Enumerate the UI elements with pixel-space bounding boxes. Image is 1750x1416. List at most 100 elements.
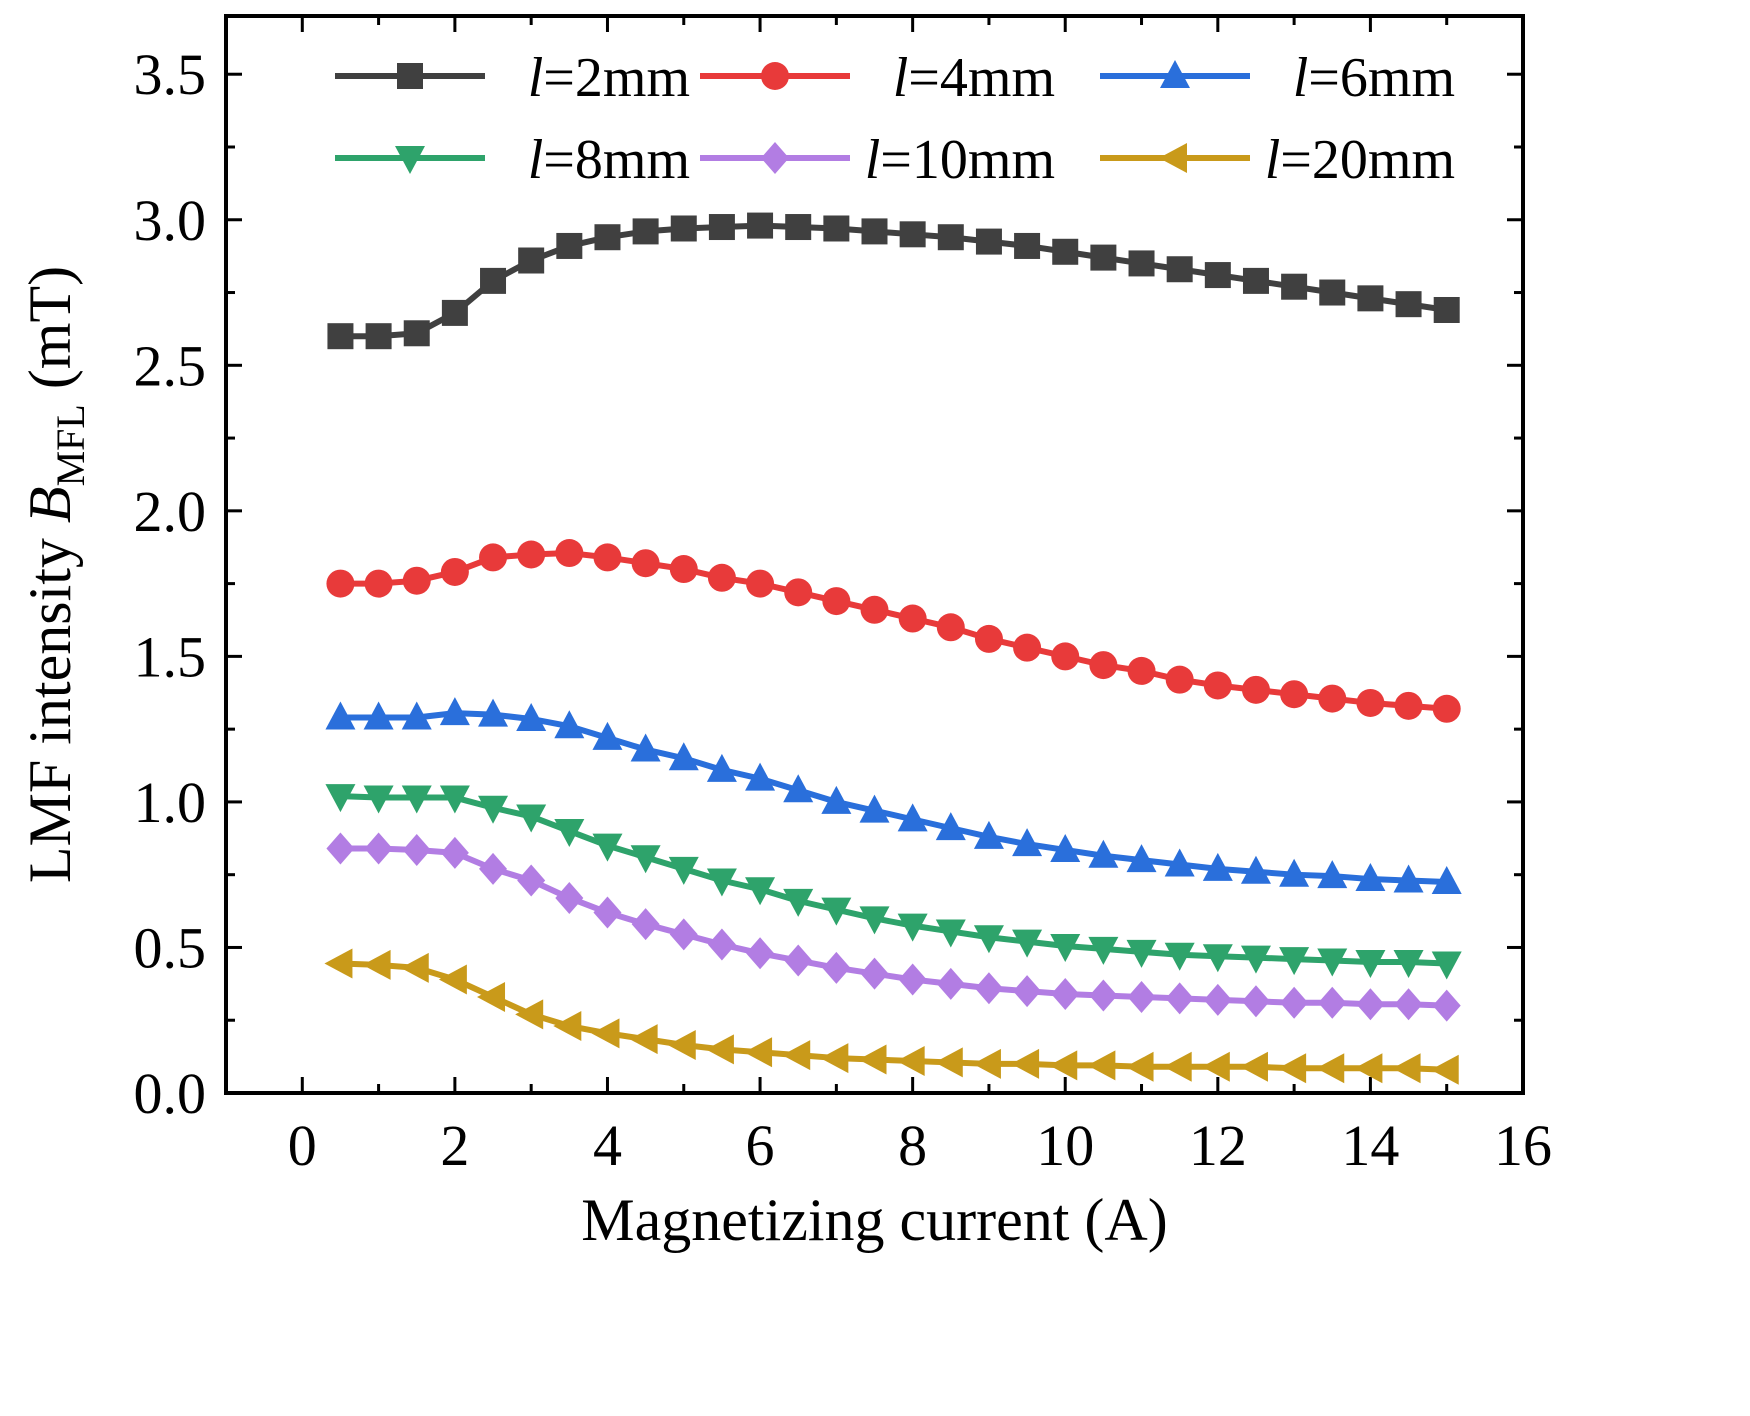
data-point: [1281, 273, 1308, 300]
data-point: [705, 1034, 734, 1065]
y-tick-label: 2.0: [134, 479, 207, 544]
data-point: [1239, 1051, 1268, 1082]
data-point: [1164, 848, 1195, 877]
data-point: [974, 972, 1003, 1005]
data-point: [1089, 651, 1118, 680]
data-point: [1241, 985, 1270, 1018]
data-point: [1165, 982, 1194, 1015]
data-point: [1202, 944, 1233, 973]
legend-marker: [761, 142, 789, 174]
data-point: [936, 613, 965, 642]
legend-label-variable: l: [528, 47, 544, 109]
data-point: [669, 555, 698, 584]
data-point: [1090, 244, 1117, 271]
data-point: [707, 563, 736, 592]
data-point: [1278, 1053, 1307, 1084]
legend-item: l=20mm: [1100, 129, 1455, 191]
data-point: [401, 785, 432, 814]
data-point: [861, 218, 888, 245]
data-point: [1050, 934, 1081, 963]
data-point: [1164, 942, 1195, 971]
data-point: [973, 820, 1004, 849]
y-axis-title-unit: (mT): [17, 266, 83, 404]
data-point: [1049, 1050, 1078, 1081]
data-point: [438, 964, 467, 995]
data-point: [1394, 988, 1423, 1021]
data-point: [1166, 256, 1193, 283]
data-point: [972, 1048, 1001, 1079]
series-l=4mm: [326, 539, 1461, 723]
legend-label-value: =10mm: [880, 129, 1055, 191]
data-point: [746, 937, 775, 970]
data-point: [517, 864, 546, 897]
data-point: [1126, 939, 1157, 968]
series-layer: [324, 212, 1462, 1085]
data-point: [478, 698, 509, 727]
data-point: [1127, 656, 1156, 685]
data-point: [897, 803, 928, 832]
data-point: [1204, 262, 1231, 289]
data-point: [591, 1018, 620, 1049]
data-point: [477, 981, 506, 1012]
legend-label-value: =6mm: [1308, 47, 1455, 109]
data-point: [1280, 680, 1309, 709]
data-point: [1432, 694, 1461, 723]
data-point: [1087, 1050, 1116, 1081]
data-point: [973, 925, 1004, 954]
y-tick-label: 3.5: [134, 42, 207, 107]
data-point: [1394, 691, 1423, 720]
legend-label-variable: l: [528, 129, 544, 191]
tick-labels: 0 2 4 6 8 10 12 14 16 0.0 0.5 1.0 1.5 2.0 2.5 3.0 3.5: [134, 42, 1553, 1178]
data-point: [784, 578, 813, 607]
data-point: [821, 897, 852, 926]
legend-item: l=10mm: [700, 129, 1055, 191]
data-point: [860, 957, 889, 990]
data-point: [516, 702, 547, 731]
data-point: [744, 1037, 773, 1068]
data-point: [896, 1045, 925, 1076]
data-point: [823, 215, 850, 242]
data-point: [975, 228, 1002, 255]
data-point: [1431, 865, 1462, 894]
legend-label: l=8mm: [528, 129, 690, 191]
data-point: [1052, 238, 1079, 265]
legend-label: l=2mm: [528, 47, 690, 109]
data-point: [326, 569, 355, 598]
x-tick-label: 16: [1494, 1113, 1552, 1178]
data-point: [668, 742, 699, 771]
legend-label-variable: l: [865, 129, 881, 191]
data-point: [326, 832, 355, 865]
data-point: [327, 323, 354, 350]
data-point: [669, 918, 698, 951]
data-point: [631, 908, 660, 941]
data-point: [1357, 285, 1384, 312]
y-tick-label: 2.5: [134, 333, 207, 398]
data-point: [630, 733, 661, 762]
data-point: [594, 224, 621, 251]
data-point: [1088, 936, 1119, 965]
data-point: [784, 944, 813, 977]
data-point: [1242, 267, 1269, 294]
data-point: [897, 913, 928, 942]
data-point: [1013, 975, 1042, 1008]
data-point: [1280, 986, 1309, 1019]
data-point: [554, 819, 585, 848]
data-point: [1201, 1051, 1230, 1082]
data-point: [936, 967, 965, 1000]
series-l=10mm: [326, 832, 1461, 1022]
data-point: [401, 701, 432, 730]
legend-label-variable: l: [893, 47, 909, 109]
data-point: [937, 224, 964, 251]
y-tick-label: 3.0: [134, 188, 207, 253]
legend-label-variable: l: [1293, 47, 1309, 109]
data-point: [593, 543, 622, 572]
y-axis-title-prefix: LMF intensity: [17, 523, 83, 883]
data-point: [592, 833, 623, 862]
legend-label-value: =20mm: [1280, 129, 1455, 191]
data-point: [325, 784, 356, 813]
data-point: [1127, 980, 1156, 1013]
legend-label-value: =2mm: [543, 47, 690, 109]
data-point: [325, 701, 356, 730]
